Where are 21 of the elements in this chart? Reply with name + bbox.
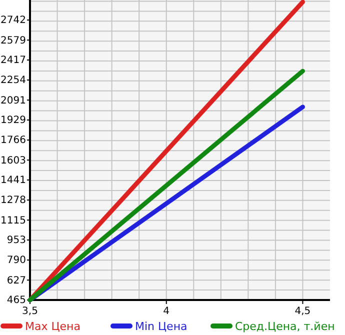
y-tick-label: 2091 — [0, 95, 26, 106]
y-tick-label: 1603 — [0, 155, 26, 166]
y-tick-label: 2254 — [0, 75, 26, 86]
y-tick-label: 2417 — [0, 55, 26, 66]
legend-label: Min Цена — [135, 320, 188, 333]
x-tick-label: 4,5 — [294, 306, 311, 317]
y-tick-label: 790 — [6, 255, 26, 266]
y-tick-label: 1929 — [0, 115, 26, 126]
x-tick-label: 4 — [163, 306, 170, 317]
y-tick-label: 953 — [6, 235, 26, 246]
y-tick-label: 627 — [6, 275, 26, 286]
legend-label: Max Цена — [25, 320, 80, 333]
y-tick-label: 2579 — [0, 35, 26, 46]
legend-label: Сред.Цена, т.йен — [235, 320, 335, 333]
y-tick-label: 1115 — [0, 215, 26, 226]
y-tick-label: 1441 — [0, 175, 26, 186]
y-tick-label: 1766 — [0, 135, 26, 146]
x-tick-label: 3,5 — [22, 306, 38, 317]
y-tick-label: 465 — [6, 295, 26, 306]
y-tick-label: 2742 — [0, 15, 26, 26]
y-tick-label: 1278 — [0, 195, 26, 206]
